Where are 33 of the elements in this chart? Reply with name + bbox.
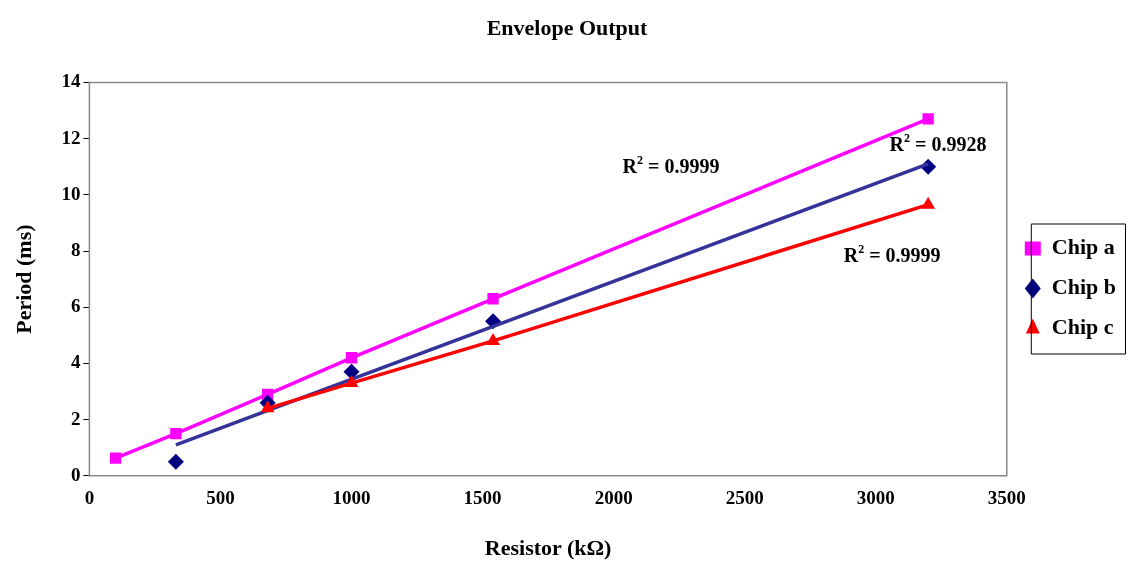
point: [109, 452, 122, 464]
y-tick-label: 4: [70, 351, 81, 373]
x-tick-label: 3000: [856, 487, 895, 509]
point: [167, 453, 184, 470]
x-tick-label: 1000: [332, 487, 371, 509]
point: [343, 363, 360, 380]
point: [921, 196, 936, 209]
point: [487, 293, 499, 305]
legend-label: Chip b: [1051, 274, 1117, 300]
legend-label: Chip a: [1051, 234, 1115, 260]
chart-title: Envelope Output: [486, 14, 649, 40]
legend-label: Chip c: [1051, 314, 1114, 340]
point: [344, 375, 359, 388]
y-tick-label: 14: [61, 70, 81, 92]
x-tick-label: 500: [206, 487, 235, 509]
x-axis-title: Resistor (kΩ): [484, 535, 612, 561]
x-tick-label: 3500: [987, 487, 1026, 509]
y-tick-label: 12: [61, 126, 81, 148]
x-tick-label: 0: [84, 487, 95, 509]
y-tick-label: 2: [70, 407, 81, 429]
y-tick-label: 6: [70, 295, 81, 317]
y-tick-label: 0: [70, 463, 81, 485]
y-tick-label: 10: [61, 182, 81, 204]
point: [170, 427, 182, 440]
x-tick-label: 2000: [594, 487, 633, 509]
point: [260, 400, 275, 413]
point: [345, 352, 358, 364]
y-axis-title: Period (ms): [10, 224, 36, 334]
x-tick-label: 1500: [463, 487, 502, 509]
point: [486, 332, 500, 345]
point: [922, 113, 934, 125]
y-tick-label: 8: [70, 238, 81, 260]
x-tick-label: 2500: [725, 487, 764, 509]
